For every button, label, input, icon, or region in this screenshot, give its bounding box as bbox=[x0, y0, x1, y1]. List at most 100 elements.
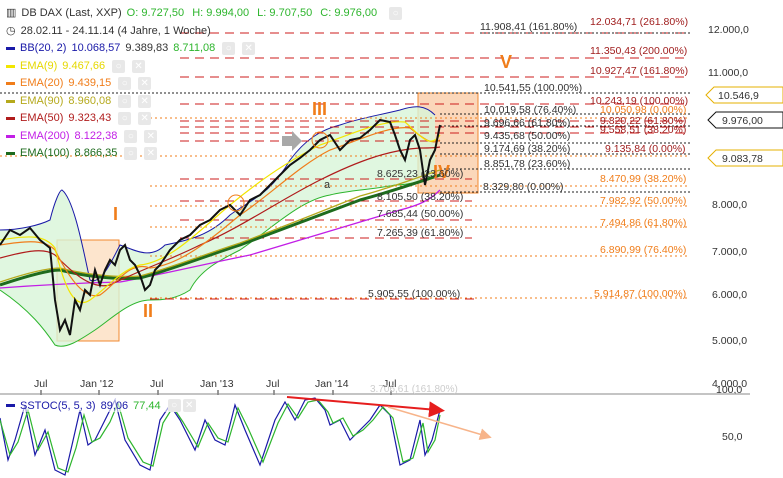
svg-text:Jan '14: Jan '14 bbox=[315, 378, 349, 390]
indicator-remove-button[interactable]: ✕ bbox=[182, 399, 196, 412]
indicator-bb[interactable]: BB(20, 2) 10.068,57 9.389,83 8.711,08 ○ … bbox=[6, 40, 407, 58]
indicator-remove-button[interactable]: ✕ bbox=[138, 94, 152, 108]
svg-text:7.685,44 (50.00%): 7.685,44 (50.00%) bbox=[377, 208, 463, 220]
svg-text:Jul: Jul bbox=[34, 378, 47, 390]
svg-text:10.019,58 (76.40%): 10.019,58 (76.40%) bbox=[484, 104, 576, 116]
indicator-remove-button[interactable]: ✕ bbox=[138, 77, 152, 91]
svg-text:9.435,68 (50.00%): 9.435,68 (50.00%) bbox=[484, 130, 570, 142]
highlight-circle-2 bbox=[311, 131, 329, 149]
fib-lines-orange bbox=[0, 117, 690, 299]
sstoc-k-value: 89,06 bbox=[100, 399, 129, 412]
svg-text:5.914,87 (100.00%): 5.914,87 (100.00%) bbox=[594, 288, 686, 300]
gray-arrow-icon bbox=[282, 131, 302, 151]
date-range-row: ◷ 28.02.11 - 24.11.14 (4 Jahre, 1 Woche) bbox=[6, 23, 407, 41]
svg-text:7.494,86 (61.80%): 7.494,86 (61.80%) bbox=[600, 217, 686, 229]
svg-text:7.265,39 (61.80%): 7.265,39 (61.80%) bbox=[377, 227, 463, 239]
wave-label-v: V bbox=[500, 52, 512, 72]
svg-text:10.243,19 (100.00%): 10.243,19 (100.00%) bbox=[590, 95, 688, 107]
settings-button[interactable]: ○ bbox=[389, 7, 403, 21]
sstoc-d-line bbox=[0, 399, 441, 473]
bollinger-band-fill bbox=[0, 106, 435, 347]
indicator-settings-button[interactable]: ○ bbox=[167, 399, 181, 412]
indicator-settings-button[interactable]: ○ bbox=[222, 42, 236, 56]
sstoc-d-value: 77,44 bbox=[133, 399, 161, 412]
svg-text:7.982,92 (50.00%): 7.982,92 (50.00%) bbox=[600, 195, 686, 207]
svg-text:8.105,50 (38.20%): 8.105,50 (38.20%) bbox=[377, 191, 463, 203]
svg-text:5.905,55 (100.00%): 5.905,55 (100.00%) bbox=[368, 288, 460, 300]
indicator-settings-button[interactable]: ○ bbox=[118, 112, 132, 126]
svg-text:7.000,0: 7.000,0 bbox=[712, 246, 747, 258]
svg-text:3.706,61 (161.80%): 3.706,61 (161.80%) bbox=[370, 384, 458, 395]
price-candles bbox=[0, 118, 441, 336]
price-marker-9083: 9.083,78 bbox=[707, 149, 783, 167]
wave-label-iv: IV bbox=[433, 162, 450, 182]
sstoc-k-line bbox=[0, 397, 441, 476]
sstoc-name: SSTOC(5, 5, 3) bbox=[20, 399, 96, 412]
close-value: C: 9.976,00 bbox=[320, 7, 378, 19]
svg-text:9.135,84 (0.00%): 9.135,84 (0.00%) bbox=[605, 143, 686, 155]
ema100-line bbox=[0, 173, 441, 287]
ema200-line bbox=[0, 189, 441, 289]
svg-text:6.890,99 (76.40%): 6.890,99 (76.40%) bbox=[600, 244, 686, 256]
indicator-remove-button[interactable]: ✕ bbox=[132, 59, 146, 73]
indicator-settings-button[interactable]: ○ bbox=[118, 77, 132, 91]
indicator-ema20[interactable]: EMA(20) 9.439,15 ○ ✕ bbox=[6, 75, 407, 93]
svg-text:8.625,23 (23.60%): 8.625,23 (23.60%) bbox=[377, 168, 463, 180]
indicator-settings-button[interactable]: ○ bbox=[112, 59, 126, 73]
svg-text:10.546,9: 10.546,9 bbox=[718, 90, 759, 102]
svg-text:9.083,78: 9.083,78 bbox=[722, 153, 763, 165]
date-range: 28.02.11 - 24.11.14 (4 Jahre, 1 Woche) bbox=[20, 24, 211, 37]
svg-text:11.350,43 (200.00%): 11.350,43 (200.00%) bbox=[590, 45, 687, 57]
svg-text:8.470,99 (38.20%): 8.470,99 (38.20%) bbox=[600, 173, 686, 185]
svg-text:12.034,71 (261.80%): 12.034,71 (261.80%) bbox=[590, 16, 688, 28]
svg-text:10.541,55 (100.00%): 10.541,55 (100.00%) bbox=[484, 82, 582, 94]
indicator-remove-button[interactable]: ✕ bbox=[144, 147, 158, 161]
indicator-settings-button[interactable]: ○ bbox=[124, 147, 138, 161]
indicator-settings-button[interactable]: ○ bbox=[118, 94, 132, 108]
wave-label-iii: III bbox=[312, 99, 327, 119]
wave-labels: I II III IV V bbox=[113, 52, 512, 321]
svg-text:9.174,69 (38.20%): 9.174,69 (38.20%) bbox=[484, 143, 570, 155]
open-value: O: 9.727,50 bbox=[126, 7, 185, 19]
indicator-ema9[interactable]: EMA(9) 9.467,66 ○ ✕ bbox=[6, 58, 407, 76]
legend-header: ▥ DB DAX (Last, XXP) O: 9.727,50 H: 9.99… bbox=[6, 5, 407, 23]
ema9-line bbox=[0, 121, 441, 304]
wave-label-a: a bbox=[324, 179, 331, 191]
highlight-circle-1 bbox=[227, 194, 245, 212]
svg-text:9.696,66 (61.80%): 9.696,66 (61.80%) bbox=[484, 117, 570, 129]
divergence-arrow-red bbox=[286, 396, 445, 418]
indicator-ema90[interactable]: EMA(90) 8.960,08 ○ ✕ bbox=[6, 93, 407, 111]
price-marker-10546: 10.546,9 bbox=[705, 86, 783, 104]
ohlc-values: O: 9.727,50 H: 9.994,00 L: 9.707,50 C: 9… bbox=[127, 5, 383, 23]
svg-text:100,0: 100,0 bbox=[716, 384, 742, 396]
instrument-title: DB DAX (Last, XXP) bbox=[21, 7, 122, 19]
svg-text:12.000,0: 12.000,0 bbox=[708, 24, 749, 36]
svg-text:Jul: Jul bbox=[383, 378, 396, 390]
indicator-remove-button[interactable]: ✕ bbox=[144, 129, 158, 143]
svg-text:10.050,98 (0.00%): 10.050,98 (0.00%) bbox=[600, 104, 686, 116]
legend: ▥ DB DAX (Last, XXP) O: 9.727,50 H: 9.99… bbox=[6, 5, 407, 163]
ema50-line bbox=[0, 146, 441, 287]
time-axis: Jul Jan '12 Jul Jan '13 Jul Jan '14 Jul bbox=[34, 378, 396, 395]
indicator-settings-button[interactable]: ○ bbox=[124, 129, 138, 143]
indicator-ema100[interactable]: EMA(100) 8.866,35 ○ ✕ bbox=[6, 145, 407, 163]
svg-text:6.000,0: 6.000,0 bbox=[712, 289, 747, 301]
indicator-ema50[interactable]: EMA(50) 9.323,43 ○ ✕ bbox=[6, 110, 407, 128]
sstoc-legend[interactable]: SSTOC(5, 5, 3) 89,06 77,44 ○ ✕ bbox=[6, 399, 196, 412]
trend-arrow-orange bbox=[387, 406, 492, 441]
svg-text:Jan '12: Jan '12 bbox=[80, 378, 114, 390]
indicator-remove-button[interactable]: ✕ bbox=[138, 112, 152, 126]
bollinger-lower bbox=[0, 174, 436, 347]
indicator-ema200[interactable]: EMA(200) 8.122,38 ○ ✕ bbox=[6, 128, 407, 146]
clock-icon: ◷ bbox=[6, 24, 16, 37]
price-axis: 12.000,0 11.000,0 8.000,0 7.000,0 6.000,… bbox=[708, 24, 749, 443]
svg-text:8.000,0: 8.000,0 bbox=[712, 199, 747, 211]
svg-text:8.329,80 (0.00%): 8.329,80 (0.00%) bbox=[483, 181, 564, 193]
svg-text:5.000,0: 5.000,0 bbox=[712, 335, 747, 347]
indicator-remove-button[interactable]: ✕ bbox=[242, 42, 256, 56]
svg-text:11.000,0: 11.000,0 bbox=[708, 67, 748, 79]
svg-text:4.000,0: 4.000,0 bbox=[712, 378, 747, 390]
high-value: H: 9.994,00 bbox=[192, 7, 250, 19]
svg-text:Jan '13: Jan '13 bbox=[200, 378, 234, 390]
